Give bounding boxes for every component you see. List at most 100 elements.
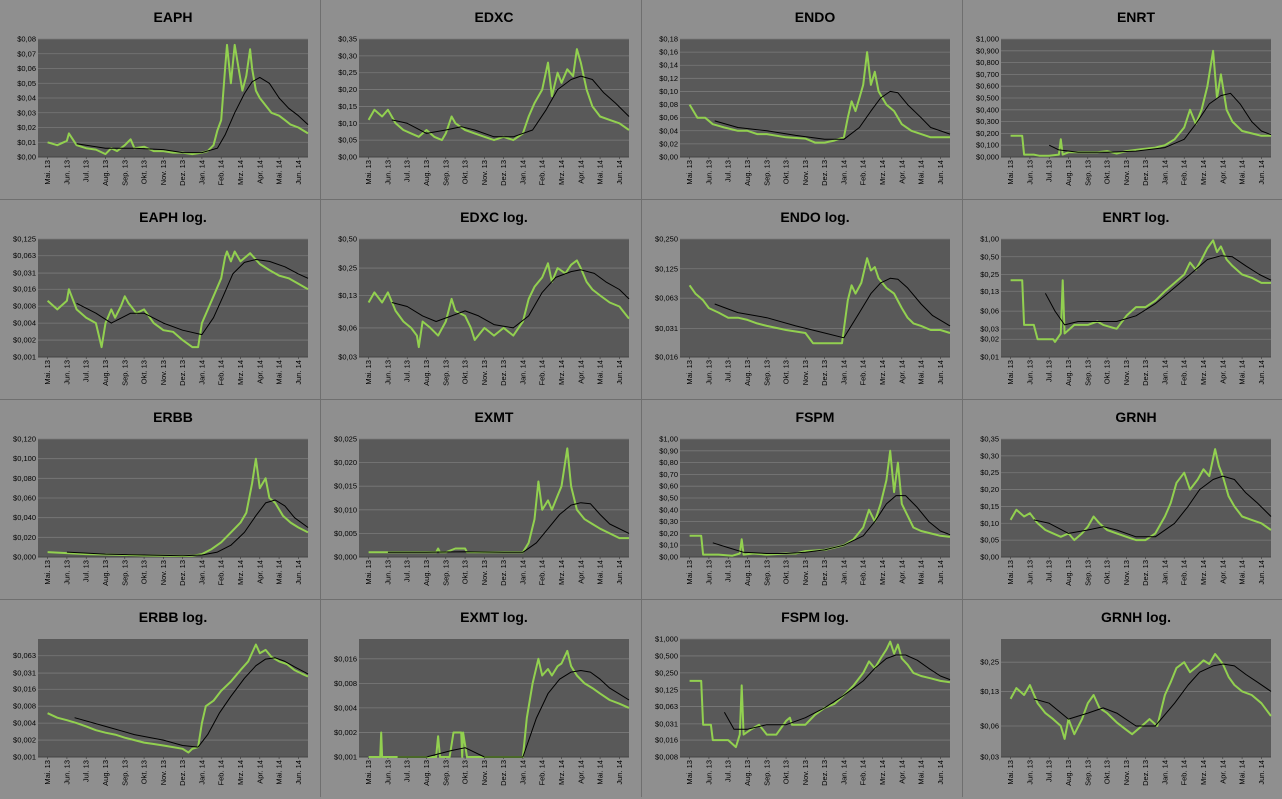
y-tick-label: $1,00 (980, 235, 999, 244)
x-tick-label: Dez. 13 (1141, 760, 1150, 786)
y-tick-label: $0,08 (659, 100, 678, 109)
x-tick-label: Aug. 13 (743, 360, 752, 386)
chart-panel: $0,008 $0,016 $0,031 $0,063 $0,125 $0,250 $0,5… (642, 600, 962, 799)
y-tick-label: $0,12 (659, 74, 678, 83)
y-tick-label: $0,10 (659, 541, 678, 550)
x-tick-label: Sep. 13 (441, 360, 450, 386)
y-tick-label: $0,063 (655, 702, 678, 711)
x-tick-label: Apr. 14 (576, 560, 585, 584)
x-tick-label: Sep. 13 (762, 560, 771, 586)
x-tick-label: Feb. 14 (217, 560, 226, 585)
x-tick-label: Dez. 13 (499, 160, 508, 186)
y-tick-label: $0,13 (980, 687, 999, 696)
x-tick-label: Dez. 13 (820, 160, 829, 186)
x-tick-label: Okt. 13 (461, 360, 470, 384)
x-tick-label: Sep. 13 (762, 360, 771, 386)
chart-title: GRNH log. (1101, 609, 1171, 625)
x-tick-label: Jun. 13 (704, 160, 713, 185)
x-tick-label: Dez. 13 (820, 360, 829, 386)
moving-average-line (1033, 663, 1272, 727)
y-tick-label: $0,004 (334, 703, 357, 712)
moving-average-line (66, 499, 309, 557)
x-tick-label: Mrz. 14 (1199, 560, 1208, 585)
x-tick-label: Okt. 13 (461, 560, 470, 584)
x-tick-label: Mai. 13 (364, 760, 373, 785)
chart-title: FSPM log. (781, 609, 849, 625)
y-tick-label: $0,100 (13, 454, 36, 463)
x-tick-label: Mai. 13 (1006, 560, 1015, 585)
x-tick-label: Apr. 14 (576, 360, 585, 384)
x-tick-label: Jun. 14 (294, 560, 303, 585)
x-tick-label: Apr. 14 (897, 360, 906, 384)
y-tick-label: $0,08 (17, 35, 36, 44)
price-line (47, 643, 309, 754)
y-tick-label: $0,00 (980, 553, 999, 562)
y-tick-label: $0,125 (655, 264, 678, 273)
moving-average-line (1033, 475, 1272, 538)
y-tick-label: $0,400 (976, 105, 999, 114)
x-tick-label: Feb. 14 (1180, 760, 1189, 785)
chart-svg: $0,00 $0,01 $0,02 $0,03 $0,04 $0,05 $0,06 $0,07… (17, 9, 309, 186)
x-tick-label: Jun. 13 (383, 160, 392, 185)
x-tick-label: Apr. 14 (576, 160, 585, 184)
price-line (368, 447, 629, 554)
x-tick-label: Jul. 13 (82, 160, 91, 182)
moving-average-line (391, 269, 630, 329)
x-tick-label: Mai. 13 (43, 560, 52, 585)
x-tick-label: Nov. 13 (801, 160, 810, 185)
x-tick-label: Nov. 13 (159, 560, 168, 585)
y-tick-label: $0,002 (13, 736, 36, 745)
chart-title: GRNH (1115, 409, 1156, 425)
x-tick-label: Apr. 14 (1218, 560, 1227, 584)
x-tick-label: Mai. 13 (685, 560, 694, 585)
price-line (367, 48, 630, 142)
chart-title: FSPM (796, 409, 835, 425)
y-tick-label: $0,06 (980, 722, 999, 731)
y-tick-label: $0,35 (980, 435, 999, 444)
x-tick-label: Jul. 13 (724, 160, 733, 182)
x-tick-label: Apr. 14 (255, 560, 264, 584)
y-tick-label: $0,004 (13, 719, 36, 728)
x-tick-label: Dez. 13 (1141, 160, 1150, 186)
x-tick-label: Feb. 14 (538, 360, 547, 385)
y-tick-label: $0,04 (659, 126, 678, 135)
y-tick-label: $0,50 (338, 235, 357, 244)
chart-svg: $0,000 $0,005 $0,010 $0,015 $0,020 $0,025 Mai.… (334, 409, 630, 586)
x-tick-label: Jun. 14 (1257, 360, 1266, 385)
x-tick-label: Mai. 13 (364, 560, 373, 585)
x-tick-label: Jun. 13 (383, 560, 392, 585)
x-tick-label: Jun. 14 (615, 760, 624, 785)
y-tick-label: $0,250 (655, 668, 678, 677)
y-tick-label: $0,70 (659, 470, 678, 479)
x-tick-label: Jun. 14 (936, 160, 945, 185)
x-tick-label: Mrz. 14 (1199, 160, 1208, 185)
y-tick-label: $0,25 (980, 658, 999, 667)
moving-average-line (723, 654, 951, 730)
x-tick-label: Feb. 14 (1180, 560, 1189, 585)
y-tick-label: $0,50 (659, 494, 678, 503)
y-tick-label: $0,20 (338, 85, 357, 94)
y-tick-label: $0,00 (659, 553, 678, 562)
x-tick-label: Jul. 13 (1045, 560, 1054, 582)
x-tick-label: Mai. 13 (685, 360, 694, 385)
y-tick-label: $0,60 (659, 482, 678, 491)
x-tick-label: Nov. 13 (159, 360, 168, 385)
moving-average-line (397, 670, 630, 758)
y-tick-label: $0,30 (659, 517, 678, 526)
y-tick-label: $0,02 (980, 335, 999, 344)
y-tick-label: $0,05 (17, 79, 36, 88)
x-tick-label: Mai. 13 (1006, 760, 1015, 785)
price-line (367, 259, 630, 349)
x-tick-label: Jun. 13 (704, 360, 713, 385)
x-tick-label: Mai. 14 (1238, 560, 1247, 585)
y-tick-label: $0,10 (659, 87, 678, 96)
y-tick-label: $0,01 (17, 138, 36, 147)
x-tick-label: Feb. 14 (538, 560, 547, 585)
x-tick-label: Dez. 13 (178, 360, 187, 386)
x-tick-label: Sep. 13 (1083, 760, 1092, 786)
x-tick-label: Aug. 13 (743, 560, 752, 586)
x-tick-label: Apr. 14 (897, 160, 906, 184)
x-tick-label: Dez. 13 (499, 760, 508, 786)
price-line (47, 43, 309, 156)
y-tick-label: $0,700 (976, 70, 999, 79)
